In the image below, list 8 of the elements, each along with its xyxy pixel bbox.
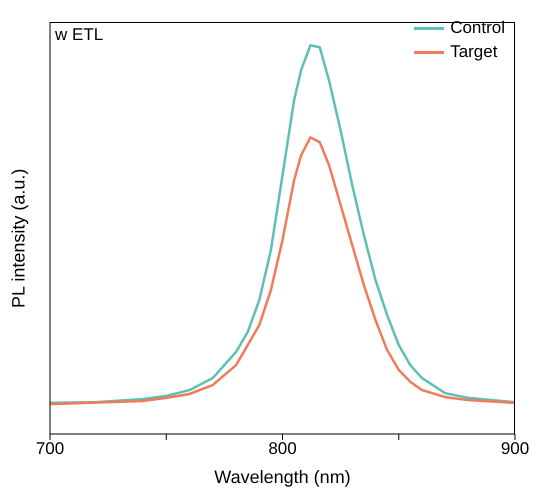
x-axis-title: Wavelength (nm) xyxy=(214,467,351,487)
x-tick-label: 900 xyxy=(500,439,530,458)
y-axis-title: PL intensity (a.u.) xyxy=(8,168,28,308)
legend-label: Target xyxy=(450,42,498,62)
legend-label: Control xyxy=(450,18,505,38)
x-tick-label: 700 xyxy=(36,439,64,458)
text: w ETL xyxy=(55,25,104,45)
x-tick-label: 800 xyxy=(268,439,297,458)
